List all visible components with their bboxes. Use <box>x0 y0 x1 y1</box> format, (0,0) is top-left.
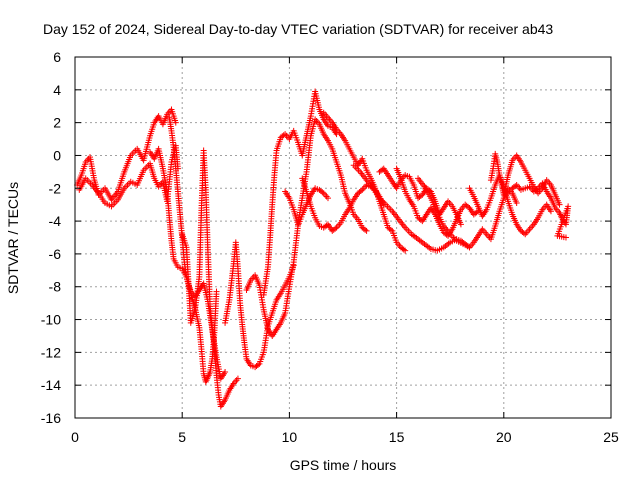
data-point <box>379 166 386 173</box>
gridlines <box>75 57 611 418</box>
data-point <box>562 234 569 241</box>
data-point <box>172 119 179 126</box>
y-axis-label: SDTVAR / TECUs <box>5 182 21 294</box>
data-point <box>234 375 241 382</box>
data-point <box>323 222 330 229</box>
y-tick-label: -14 <box>41 377 61 393</box>
data-point <box>457 221 464 228</box>
data-point <box>547 208 554 215</box>
data-point <box>319 189 326 196</box>
y-tick-label: -12 <box>41 344 61 360</box>
data-point <box>512 183 519 190</box>
data-point <box>533 186 540 193</box>
data-point <box>213 288 220 295</box>
x-tick-label: 0 <box>71 429 79 445</box>
x-tick-label: 10 <box>282 429 298 445</box>
data-point <box>332 225 339 232</box>
data-points <box>74 88 572 410</box>
chart-title: Day 152 of 2024, Sidereal Day-to-day VTE… <box>43 21 553 37</box>
x-axis-label: GPS time / hours <box>290 457 397 473</box>
y-tick-label: -16 <box>41 410 61 426</box>
x-tick-label: 25 <box>603 429 619 445</box>
y-tick-label: 0 <box>53 147 61 163</box>
data-point <box>465 203 472 210</box>
data-point <box>222 369 229 376</box>
y-tick-label: 6 <box>53 49 61 65</box>
data-point <box>362 226 369 233</box>
y-tick-label: -2 <box>49 180 62 196</box>
data-point <box>324 195 331 202</box>
axis-ticks: 0 5 10 15 20 25 -16 -14 -12 -10 -8 -6 -4 -2 0 2 4 6 <box>41 49 619 445</box>
y-tick-label: -8 <box>49 279 62 295</box>
data-point <box>556 201 563 208</box>
data-point <box>520 230 527 237</box>
data-point <box>357 188 364 195</box>
plot-frame <box>74 56 612 419</box>
x-tick-label: 5 <box>178 429 186 445</box>
y-tick-label: -4 <box>49 213 62 229</box>
y-tick-label: 2 <box>53 115 61 131</box>
x-tick-label: 15 <box>389 429 405 445</box>
y-tick-label: -10 <box>41 312 61 328</box>
data-point <box>417 192 424 199</box>
y-tick-label: 4 <box>53 82 61 98</box>
data-point <box>402 247 409 254</box>
data-point <box>254 361 261 368</box>
data-point <box>387 226 394 233</box>
data-point <box>417 216 424 223</box>
data-point <box>363 227 370 234</box>
data-point <box>400 246 407 253</box>
x-tick-label: 20 <box>496 429 512 445</box>
data-point <box>280 132 287 139</box>
data-point <box>513 200 520 207</box>
y-tick-label: -6 <box>49 246 62 262</box>
